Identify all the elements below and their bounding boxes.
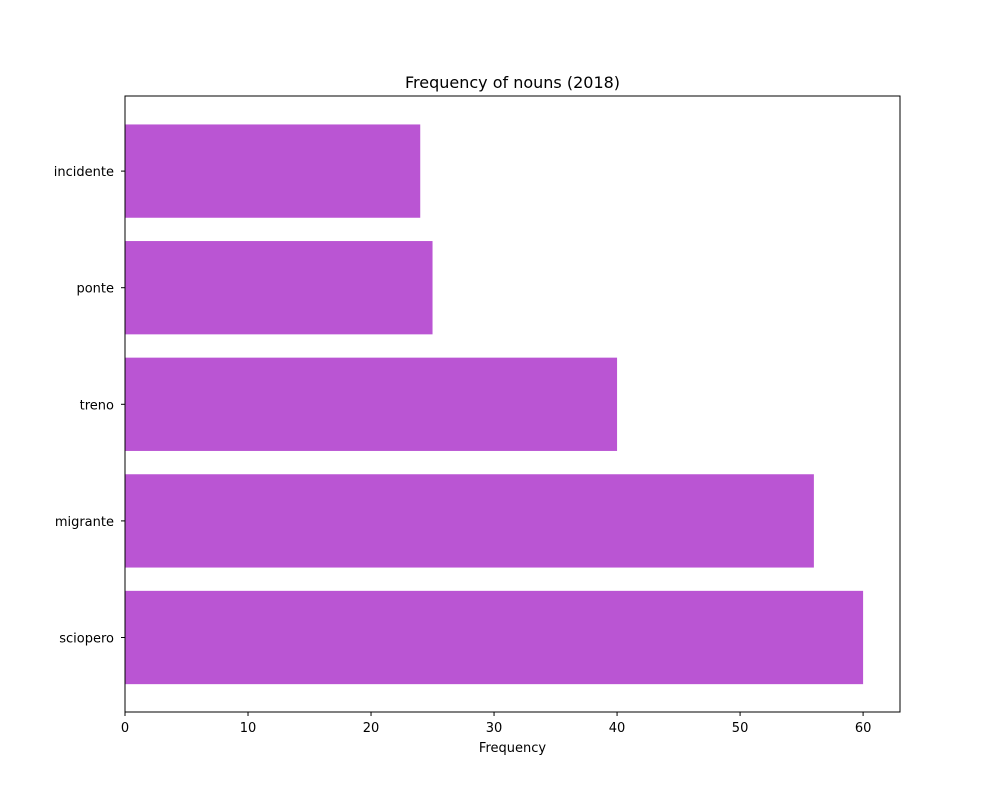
x-tick-label-60: 60	[855, 721, 872, 736]
bar-treno	[125, 357, 618, 451]
bar-ponte	[125, 241, 433, 335]
y-tick-label-incidente: incidente	[54, 165, 114, 180]
y-tick-label-migrante: migrante	[55, 515, 114, 530]
bar-sciopero	[125, 590, 864, 685]
x-tick-label-40: 40	[609, 721, 626, 736]
bar-migrante	[125, 474, 814, 568]
x-tick-label-20: 20	[363, 721, 380, 736]
x-tick-label-50: 50	[732, 721, 749, 736]
y-tick-label-ponte: ponte	[76, 282, 114, 297]
y-tick-label-sciopero: sciopero	[59, 632, 114, 647]
x-axis-ticks: 0 10 20 30 40 50 60	[121, 712, 872, 736]
x-tick-label-30: 30	[486, 721, 503, 736]
chart-title: Frequency of nouns (2018)	[405, 73, 620, 92]
x-tick-label-10: 10	[240, 721, 257, 736]
x-axis-label: Frequency	[479, 741, 546, 756]
y-tick-label-treno: treno	[80, 398, 114, 413]
x-tick-label-0: 0	[121, 721, 129, 736]
bar-incidente	[125, 124, 421, 218]
plot-frame	[124, 95, 901, 713]
y-axis-ticks: sciopero migrante treno ponte incidente	[54, 165, 125, 647]
bars-group	[125, 124, 864, 685]
